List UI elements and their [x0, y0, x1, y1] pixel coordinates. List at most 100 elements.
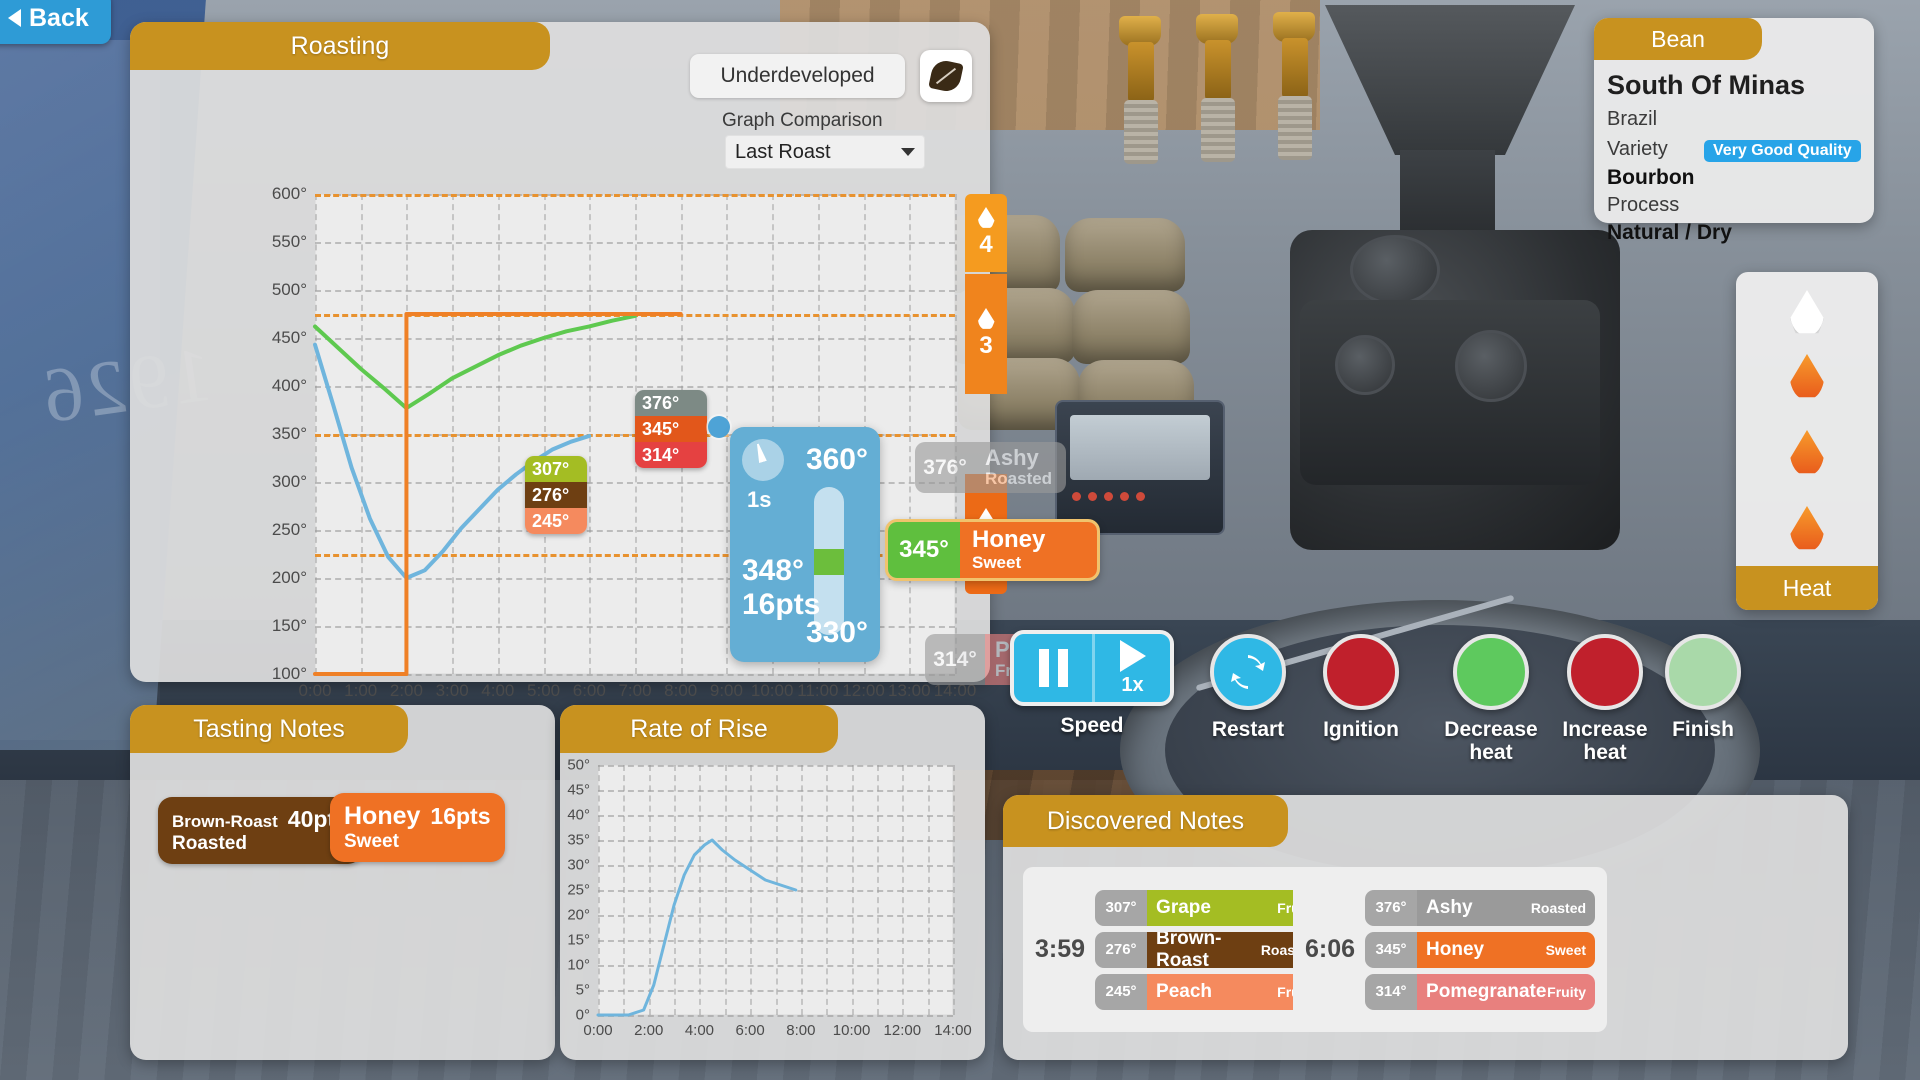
chart-x-tick: 11:00	[797, 681, 839, 700]
ror-y-tick: 35°	[567, 831, 590, 849]
chart-y-tick: 600°	[271, 184, 307, 203]
ror-x-tick: 2:00	[634, 1022, 664, 1039]
ror-y-tick: 25°	[567, 881, 590, 899]
discovered-notes-title: Discovered Notes	[1003, 795, 1288, 847]
discovered-note-row: 314° Pomegranate Fruity	[1365, 973, 1596, 1010]
chart-limit-line	[315, 194, 955, 197]
coffee-sack	[1065, 218, 1185, 292]
wall-tool-head	[1119, 16, 1161, 46]
ror-y-tick: 45°	[567, 781, 590, 799]
bean-name: South Of Minas	[1607, 70, 1805, 100]
chart-series-heat-setting	[313, 312, 683, 676]
discovered-note-row: 345° Honey Sweet	[1365, 931, 1596, 968]
decrease-heat-button[interactable]	[1453, 634, 1529, 710]
chart-x-tick: 7:00	[618, 681, 652, 700]
ignition-button[interactable]	[1323, 634, 1399, 710]
ror-x-tick: 10:00	[832, 1022, 871, 1039]
clock-icon	[742, 439, 784, 481]
heat-level-cell: 4	[965, 194, 1007, 272]
increase-heat-button[interactable]	[1567, 634, 1643, 710]
tooltip-gauge	[814, 487, 844, 635]
bean-panel-title: Bean	[1594, 18, 1762, 60]
tasting-note-name: Brown-Roast	[172, 812, 278, 831]
chart-y-tick: 300°	[271, 472, 307, 491]
chart-x-tick: 0:00	[298, 681, 332, 700]
bean-glyph	[928, 58, 964, 94]
wall-tool-head	[1196, 14, 1238, 44]
wall-tool-shaft	[1282, 38, 1308, 98]
tasting-note-chip: Honey 16pts Sweet	[330, 793, 505, 862]
discovered-note-body: Pomegranate Fruity	[1417, 973, 1596, 1010]
play-icon	[1119, 639, 1146, 672]
chart-x-tick: 9:00	[709, 681, 743, 700]
discovered-note-row: 376° Ashy Roasted	[1365, 889, 1596, 926]
chart-marker-stack: 376° 345° 314°	[635, 390, 707, 468]
active-note-category: Sweet	[972, 552, 1022, 572]
bean-origin: Brazil	[1607, 108, 1658, 130]
active-note-callout: 345° Honey Sweet	[885, 519, 1100, 581]
restart-label: Restart	[1211, 718, 1285, 741]
wall-tool-shaft	[1205, 40, 1231, 100]
chart-marker-value: 276°	[525, 482, 587, 508]
ror-x-tick: 0:00	[583, 1022, 613, 1039]
heat-level-cell: 3	[965, 274, 1007, 394]
speed-button-group[interactable]: 1x	[1010, 630, 1174, 706]
discovered-note-temp: 376°	[1365, 889, 1418, 926]
wall-tool-shaft	[1128, 42, 1154, 102]
ror-y-tick: 20°	[567, 906, 590, 924]
drop-icon	[977, 207, 995, 228]
roaster-port	[1350, 235, 1440, 305]
flame-icon	[1790, 354, 1824, 398]
ignition-label: Ignition	[1323, 718, 1399, 741]
roaster-knob	[1455, 330, 1527, 402]
tasting-note-points: 16pts	[430, 803, 491, 829]
discovered-note-name: Pomegranate	[1426, 980, 1547, 1002]
discovered-note-row: 276° Brown-Roast Roasted	[1095, 931, 1326, 968]
coffee-bean-icon[interactable]	[920, 50, 972, 102]
chart-marker-value: 314°	[635, 442, 707, 468]
roaster-neck	[1400, 150, 1495, 240]
chart-marker-stack: 307° 276° 245°	[525, 456, 587, 534]
chart-y-tick: 400°	[271, 376, 307, 395]
ror-plot-area	[596, 765, 955, 1017]
ror-y-tick: 40°	[567, 806, 590, 824]
wall-tool-head	[1273, 12, 1315, 42]
chart-x-tick: 4:00	[481, 681, 515, 700]
rate-of-rise-title: Rate of Rise	[560, 705, 838, 753]
finish-button[interactable]	[1665, 634, 1741, 710]
ghost-note-name: Ashy	[985, 445, 1039, 470]
back-button[interactable]: Back	[0, 0, 111, 44]
ghost-note-temp: 376°	[915, 442, 975, 494]
chart-marker-value: 345°	[635, 416, 707, 442]
discovered-notes-panel: Discovered Notes 3:59 307° Grape Fruity 276°…	[1003, 795, 1848, 1060]
back-button-label: Back	[29, 3, 89, 32]
chart-x-tick: 8:00	[664, 681, 698, 700]
ignition-control: Ignition	[1323, 634, 1399, 741]
chart-x-tick: 6:00	[572, 681, 606, 700]
chart-y-tick: 250°	[271, 520, 307, 539]
bean-quality-badge: Very Good Quality	[1704, 140, 1861, 162]
ghost-note-body: Ashy Roasted	[975, 442, 1067, 494]
play-speed-button[interactable]: 1x	[1092, 634, 1170, 702]
graph-comparison-select[interactable]: Last Roast	[725, 135, 925, 169]
ghost-note: 376° Ashy Roasted	[915, 442, 1067, 494]
discovered-note-category: Sweet	[1545, 941, 1587, 958]
flame-icon	[1790, 430, 1824, 474]
discovered-note-row: 307°GrapeFruity	[1095, 889, 1326, 926]
tasting-note-name: Honey	[344, 802, 421, 830]
drop-icon	[1790, 290, 1824, 334]
discovered-note-rows: 376° Ashy Roasted 345° Honey Sweet 314° Pomegra…	[1365, 889, 1596, 1010]
chart-series-current-roast	[313, 342, 592, 580]
discovered-note-category: Fruity	[1547, 983, 1587, 1000]
restart-button[interactable]	[1210, 634, 1286, 710]
pause-button[interactable]	[1014, 634, 1092, 702]
discovered-note-temp: 245°	[1095, 973, 1148, 1010]
tasting-note-chip: Brown-Roast 40pts Roasted	[158, 797, 362, 864]
discovered-note-group: 3:59307°GrapeFruity276°Brown-RoastRoaste…	[1023, 867, 1338, 1032]
chart-x-tick: 12:00	[842, 681, 885, 700]
chart-marker-value: 307°	[525, 456, 587, 482]
ror-y-tick: 30°	[567, 856, 590, 874]
chart-x-tick: 3:00	[435, 681, 469, 700]
bean-variety-label: Variety	[1607, 138, 1668, 160]
